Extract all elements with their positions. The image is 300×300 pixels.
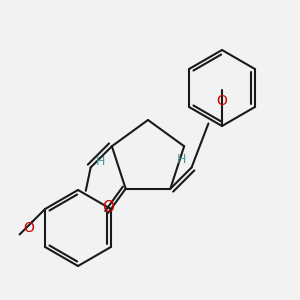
Text: H: H bbox=[96, 155, 105, 168]
Text: O: O bbox=[102, 200, 114, 214]
Text: O: O bbox=[23, 221, 34, 235]
Text: H: H bbox=[177, 153, 186, 166]
Text: O: O bbox=[217, 94, 227, 108]
